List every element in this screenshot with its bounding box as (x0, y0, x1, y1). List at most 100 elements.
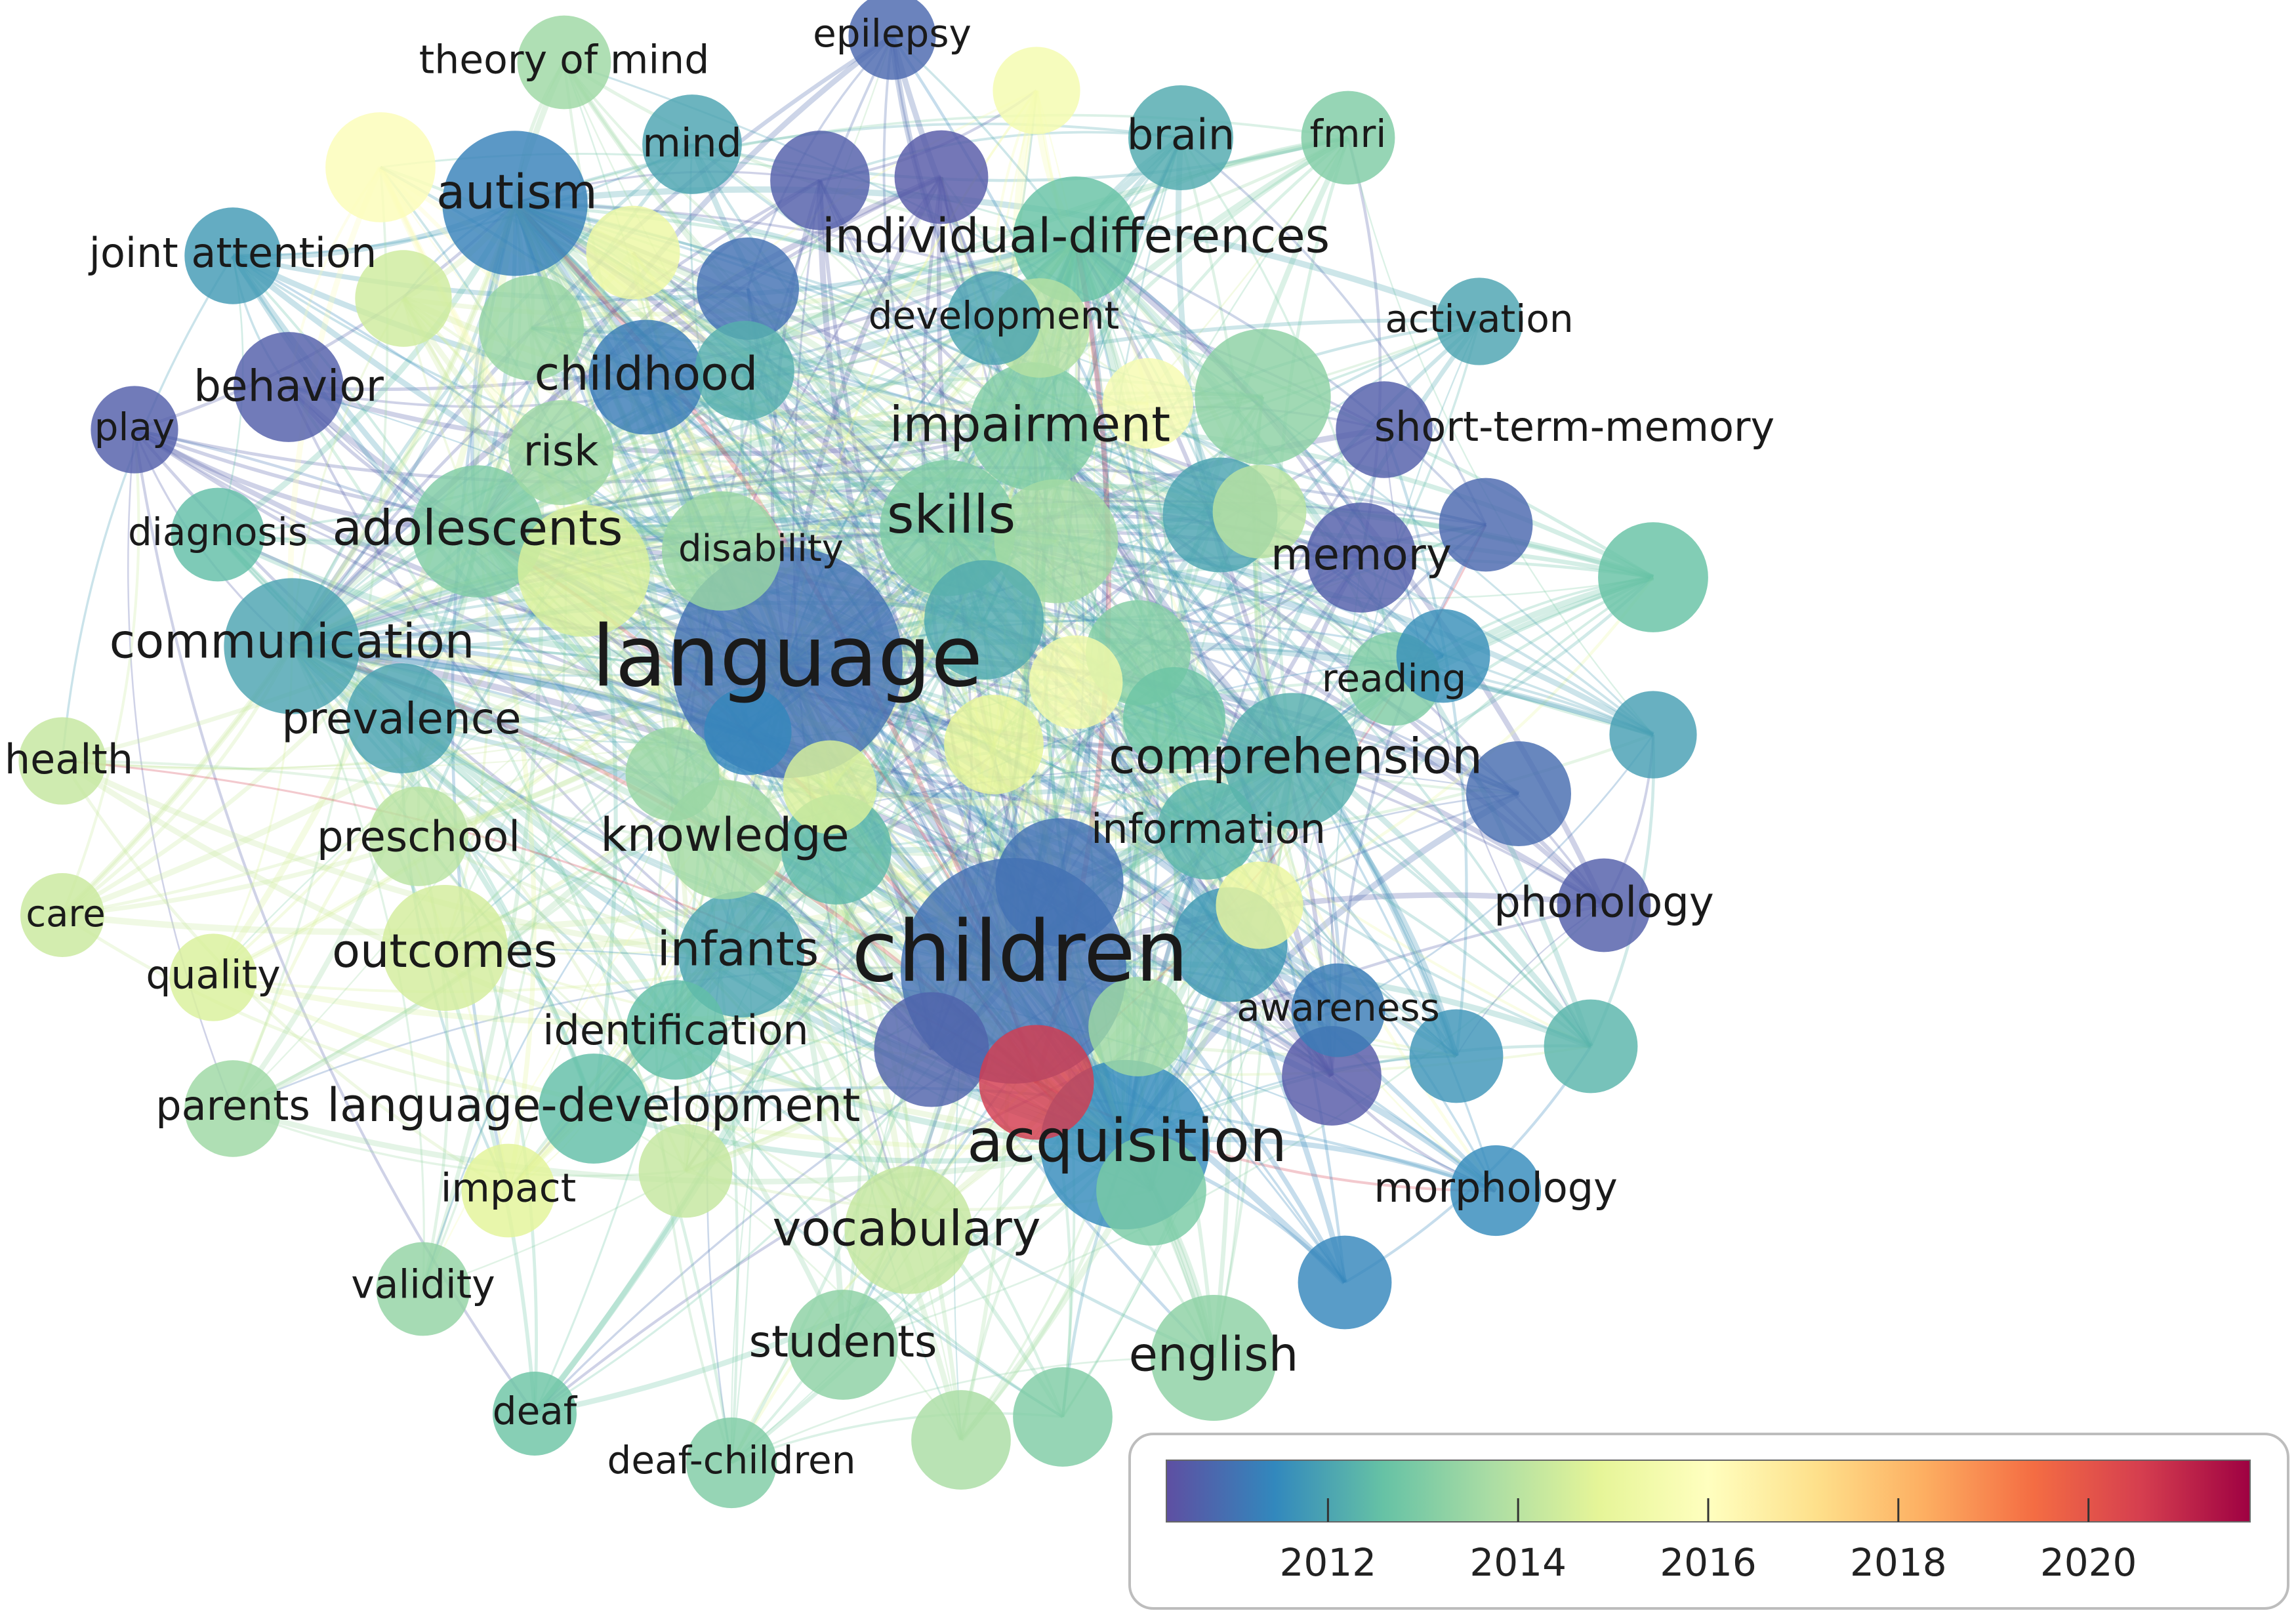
node (994, 479, 1118, 603)
co-occurrence-link (1032, 425, 1592, 1047)
node (1123, 667, 1225, 769)
node (704, 687, 792, 775)
co-occurrence-link (583, 570, 962, 1441)
node-play (91, 386, 178, 474)
label-reading: reading (1322, 656, 1466, 701)
node-preschool (369, 787, 468, 886)
label-development: development (869, 293, 1120, 338)
label-identification: identification (543, 1006, 808, 1054)
label-play: play (94, 405, 175, 449)
node (783, 740, 877, 834)
co-occurrence-link (290, 645, 537, 1414)
node-brain (1128, 85, 1233, 190)
node-parents (184, 1060, 281, 1157)
co-occurrence-link (232, 237, 1076, 301)
co-occurrence-link (477, 530, 1346, 1283)
co-occurrence-link (212, 975, 1126, 1151)
co-occurrence-link (882, 35, 949, 529)
node (874, 992, 989, 1107)
label-risk: risk (523, 428, 599, 476)
co-occurrence-link (1061, 760, 1294, 1418)
label-disability: disability (678, 527, 844, 570)
co-occurrence-link (654, 773, 733, 1463)
label-parents: parents (155, 1082, 310, 1130)
co-occurrence-link (473, 61, 567, 532)
colorbar-tick-label: 2018 (1850, 1540, 1947, 1585)
co-occurrence-link (1179, 136, 1487, 525)
co-occurrence-link (564, 61, 1654, 736)
node-students (788, 1290, 898, 1400)
co-occurrence-link (287, 386, 733, 1463)
node-prevalence (346, 663, 457, 773)
label-short-term-memory: short-term-memory (1374, 403, 1774, 451)
node-vocabulary (844, 1166, 973, 1294)
label-impact: impact (441, 1166, 576, 1212)
co-occurrence-link (217, 533, 933, 1051)
node (697, 237, 799, 340)
label-morphology: morphology (1374, 1164, 1618, 1212)
node-deaf (493, 1372, 577, 1456)
co-occurrence-link (291, 317, 994, 647)
co-occurrence-link (61, 255, 234, 762)
node-impairment (969, 362, 1097, 491)
label-mind: mind (642, 121, 741, 167)
node (1216, 861, 1303, 949)
node-morphology (1450, 1145, 1542, 1237)
node (1013, 1367, 1113, 1467)
node-infants (678, 891, 804, 1017)
co-occurrence-link (402, 298, 743, 956)
label-children: children (851, 903, 1189, 1001)
co-occurrence-link (451, 203, 517, 1191)
co-occurrence-link (61, 203, 516, 916)
co-occurrence-link (60, 758, 1126, 1148)
co-occurrence-link (291, 178, 821, 647)
colorbar-ticks: 2012 2014 2016 2018 2020 (1280, 1498, 2137, 1585)
node-english (1151, 1295, 1277, 1421)
node-childhood (588, 319, 704, 435)
label-adolescents: adolescents (333, 501, 623, 557)
label-awareness: awareness (1237, 985, 1440, 1030)
node-phonology (1557, 858, 1651, 952)
co-occurrence-link (61, 237, 1078, 918)
node-care (20, 873, 104, 957)
label-knowledge: knowledge (600, 808, 849, 862)
co-occurrence-link (475, 530, 537, 1191)
node-theory-of-mind (517, 15, 611, 110)
co-occurrence-link (684, 556, 1362, 1172)
label-individual-differences: individual-differences (822, 209, 1330, 264)
co-occurrence-link (476, 471, 1260, 535)
co-occurrence-link (1382, 429, 1468, 1057)
node-adolescents (411, 465, 544, 598)
label-diagnosis: diagnosis (128, 510, 308, 554)
node (479, 276, 584, 380)
label-layer: language children acquisition comprehension… (5, 11, 1774, 1482)
co-occurrence-link (1338, 734, 1654, 1012)
co-occurrence-link (787, 637, 1654, 738)
co-occurrence-link (61, 913, 594, 1111)
node (1298, 1235, 1392, 1330)
node-disability (661, 491, 782, 611)
label-memory: memory (1271, 529, 1452, 580)
co-occurrence-link (829, 320, 1480, 788)
node (911, 1390, 1011, 1490)
node-language-development (539, 1053, 649, 1164)
label-outcomes: outcomes (332, 924, 558, 978)
label-epilepsy: epilepsy (813, 11, 972, 56)
co-occurrence-link (1074, 237, 1593, 1048)
node (1029, 635, 1123, 729)
node (944, 695, 1044, 794)
node-quality (169, 933, 257, 1021)
co-occurrence-link (60, 202, 518, 918)
co-occurrence-link (61, 758, 1014, 975)
label-deaf: deaf (493, 1389, 578, 1433)
label-language-development: language-development (327, 1078, 861, 1132)
node (1609, 691, 1697, 779)
label-comprehension: comprehension (1109, 729, 1483, 785)
node (586, 205, 680, 300)
co-occurrence-link (402, 297, 949, 530)
label-joint-attention: joint attention (88, 229, 377, 277)
node-development (947, 271, 1041, 365)
co-occurrence-link (290, 142, 693, 647)
label-information: information (1091, 805, 1326, 853)
